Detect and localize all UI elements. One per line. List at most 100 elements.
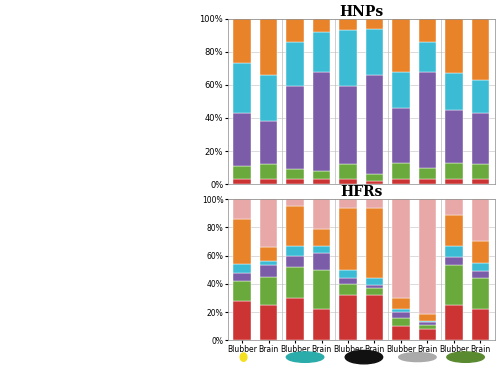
Bar xyxy=(392,163,409,179)
Bar xyxy=(313,309,330,340)
Ellipse shape xyxy=(398,353,436,362)
Bar xyxy=(234,264,250,273)
Bar xyxy=(340,208,356,270)
Bar xyxy=(340,270,356,278)
Bar xyxy=(340,284,356,295)
Bar xyxy=(260,164,277,179)
Bar xyxy=(446,110,462,163)
Bar xyxy=(286,169,304,179)
Bar xyxy=(392,108,409,163)
Bar xyxy=(260,121,277,164)
Bar xyxy=(392,309,409,312)
Bar xyxy=(313,71,330,171)
Bar xyxy=(234,179,250,184)
Bar xyxy=(446,199,462,215)
Bar xyxy=(340,30,356,86)
Bar xyxy=(419,179,436,184)
Bar xyxy=(472,309,489,340)
Bar xyxy=(419,71,436,167)
Bar xyxy=(419,42,436,71)
Bar xyxy=(472,19,489,80)
Bar xyxy=(366,174,383,181)
Bar xyxy=(392,312,409,318)
Bar xyxy=(446,246,462,257)
Bar xyxy=(260,179,277,184)
Bar xyxy=(472,199,489,241)
Bar xyxy=(286,267,304,298)
Bar xyxy=(366,19,383,29)
Bar xyxy=(313,32,330,71)
Bar xyxy=(260,247,277,261)
Bar xyxy=(446,179,462,184)
Bar xyxy=(340,164,356,179)
Bar xyxy=(392,298,409,309)
Bar xyxy=(446,266,462,305)
Bar xyxy=(419,322,436,325)
Bar xyxy=(392,318,409,326)
Bar xyxy=(313,179,330,184)
Bar xyxy=(446,305,462,340)
Bar xyxy=(472,241,489,263)
Bar xyxy=(366,208,383,278)
Bar xyxy=(286,298,304,340)
Bar xyxy=(234,219,250,264)
Bar xyxy=(446,257,462,266)
Bar xyxy=(366,181,383,184)
Bar xyxy=(260,305,277,340)
Bar xyxy=(234,166,250,179)
Bar xyxy=(260,261,277,266)
Bar xyxy=(260,199,277,247)
Bar xyxy=(366,29,383,75)
Bar xyxy=(340,295,356,340)
Bar xyxy=(472,278,489,309)
Bar xyxy=(260,277,277,305)
Title: HNPs: HNPs xyxy=(339,4,384,19)
Bar xyxy=(234,281,250,301)
Bar xyxy=(286,19,304,42)
Bar xyxy=(446,163,462,179)
Ellipse shape xyxy=(345,350,383,364)
Bar xyxy=(366,295,383,340)
Bar xyxy=(313,253,330,270)
Bar xyxy=(419,167,436,179)
Bar xyxy=(313,171,330,179)
Bar xyxy=(446,19,462,73)
Ellipse shape xyxy=(286,352,324,362)
Bar xyxy=(472,271,489,278)
Bar xyxy=(286,86,304,169)
Bar xyxy=(286,256,304,267)
Bar xyxy=(313,19,330,32)
Bar xyxy=(472,263,489,271)
Title: HFRs: HFRs xyxy=(340,185,382,199)
Bar xyxy=(260,19,277,75)
Bar xyxy=(419,321,436,322)
Ellipse shape xyxy=(240,353,247,361)
Bar xyxy=(419,199,436,314)
Bar xyxy=(366,288,383,295)
Bar xyxy=(286,246,304,256)
Bar xyxy=(286,42,304,86)
Bar xyxy=(340,179,356,184)
Bar xyxy=(286,206,304,246)
Bar xyxy=(313,229,330,246)
Bar xyxy=(340,19,356,30)
Bar xyxy=(260,266,277,277)
Bar xyxy=(472,179,489,184)
Bar xyxy=(313,199,330,229)
Bar xyxy=(366,278,383,285)
Bar xyxy=(366,199,383,208)
Ellipse shape xyxy=(447,352,484,362)
Bar xyxy=(234,19,250,63)
Bar xyxy=(392,199,409,298)
Bar xyxy=(234,63,250,113)
Bar xyxy=(313,246,330,253)
Bar xyxy=(340,199,356,208)
Bar xyxy=(419,19,436,42)
Bar xyxy=(419,329,436,340)
Bar xyxy=(392,326,409,340)
Bar xyxy=(446,73,462,110)
Bar xyxy=(392,71,409,108)
Bar xyxy=(234,199,250,219)
Bar xyxy=(366,75,383,174)
Bar xyxy=(366,285,383,288)
